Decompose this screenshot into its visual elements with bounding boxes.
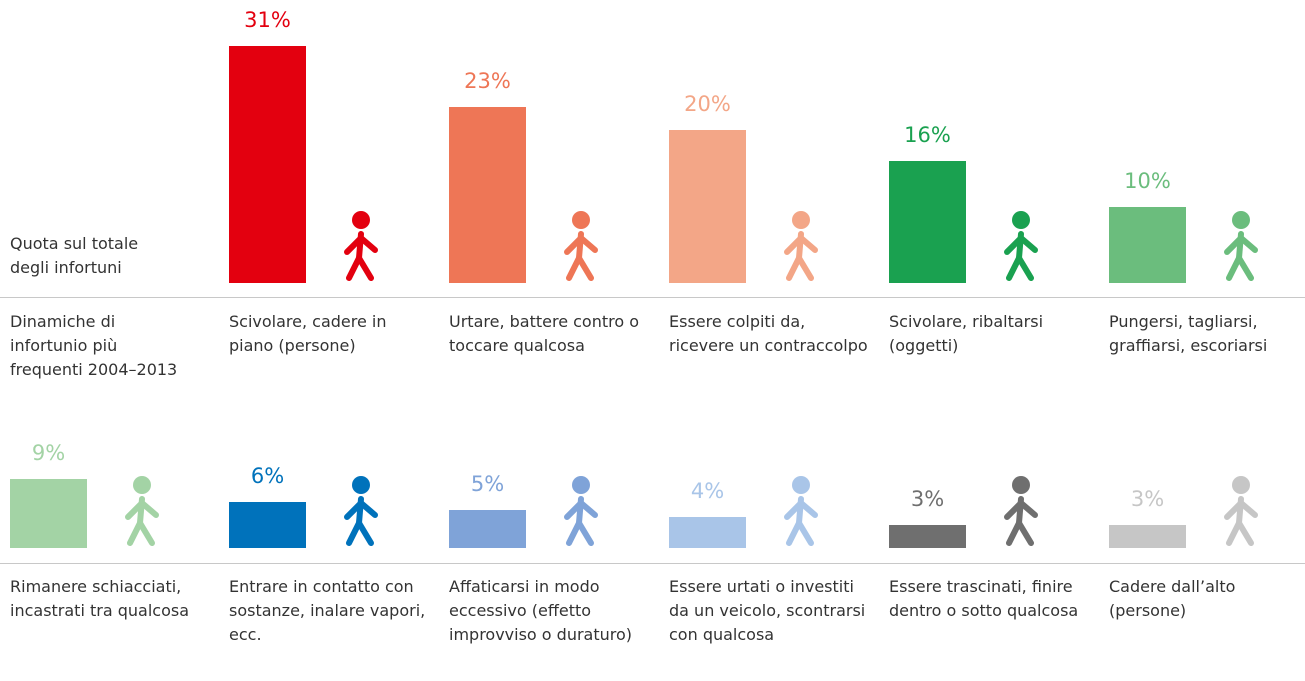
icon bbox=[761, 208, 841, 283]
bar bbox=[1109, 206, 1186, 283]
icon bbox=[541, 473, 621, 548]
bar bbox=[229, 502, 306, 548]
category-label: Cadere dall’alto (persone) bbox=[1109, 577, 1236, 620]
category-label: Scivolare, ribaltarsi (oggetti) bbox=[889, 312, 1044, 355]
category-label: Essere colpiti da, ricevere un contracco… bbox=[669, 312, 868, 355]
icon bbox=[321, 208, 401, 283]
icon bbox=[1201, 208, 1281, 283]
value-label: 6% bbox=[250, 464, 285, 489]
icon bbox=[102, 473, 182, 548]
value-label: 9% bbox=[31, 441, 66, 466]
divider bbox=[0, 563, 1305, 564]
icon-graphic bbox=[784, 211, 818, 281]
value-label: 5% bbox=[470, 471, 505, 496]
value-label: 16% bbox=[904, 122, 951, 147]
divider bbox=[0, 297, 1305, 298]
bar bbox=[10, 479, 87, 548]
bar bbox=[889, 160, 966, 283]
category-label: Pungersi, tagliarsi, graffiarsi, escoria… bbox=[1109, 312, 1268, 355]
icon-graphic bbox=[1224, 211, 1258, 281]
icon bbox=[981, 473, 1061, 548]
bar bbox=[449, 509, 526, 548]
x-label: Dinamiche di infortunio più frequenti 20… bbox=[10, 312, 178, 379]
bar bbox=[669, 517, 746, 548]
icon bbox=[1201, 473, 1281, 548]
icon-graphic bbox=[125, 476, 159, 546]
bar bbox=[229, 45, 306, 283]
icon bbox=[761, 473, 841, 548]
icon-graphic bbox=[1224, 476, 1258, 546]
icon-graphic bbox=[344, 476, 378, 546]
category-label: Scivolare, cadere in piano (persone) bbox=[229, 312, 387, 355]
bar bbox=[889, 525, 966, 548]
value-label: 3% bbox=[1130, 487, 1165, 512]
icon-graphic bbox=[564, 476, 598, 546]
icon bbox=[541, 208, 621, 283]
value-label: 3% bbox=[910, 487, 945, 512]
value-label: 4% bbox=[690, 479, 725, 504]
icon bbox=[981, 208, 1061, 283]
value-label: 20% bbox=[684, 92, 731, 116]
icon-graphic bbox=[564, 211, 598, 281]
value-label: 31% bbox=[244, 7, 291, 32]
category-label: Entrare in contatto con sostanze, inalar… bbox=[229, 577, 426, 644]
icon-graphic bbox=[1004, 211, 1038, 281]
value-label: 23% bbox=[464, 69, 511, 94]
icon bbox=[321, 473, 401, 548]
bar bbox=[449, 107, 526, 283]
icon-graphic bbox=[784, 476, 818, 546]
category-label: Urtare, battere contro o toccare qualcos… bbox=[449, 312, 640, 355]
category-label: Essere trascinati, finire dentro o sotto… bbox=[889, 577, 1079, 620]
icon-graphic bbox=[1004, 476, 1038, 546]
category-label: Affaticarsi in modo eccessivo (effetto i… bbox=[449, 577, 633, 644]
category-label: Essere urtati o investiti da un veicolo,… bbox=[669, 577, 866, 644]
value-label: 10% bbox=[1124, 168, 1171, 193]
y-label: Quota sul totale degli infortuni bbox=[10, 234, 139, 277]
icon-graphic bbox=[344, 211, 378, 281]
bar bbox=[669, 130, 746, 283]
bar bbox=[1109, 525, 1186, 548]
category-label: Rimanere schiacciati, incastrati tra qua… bbox=[10, 577, 189, 620]
